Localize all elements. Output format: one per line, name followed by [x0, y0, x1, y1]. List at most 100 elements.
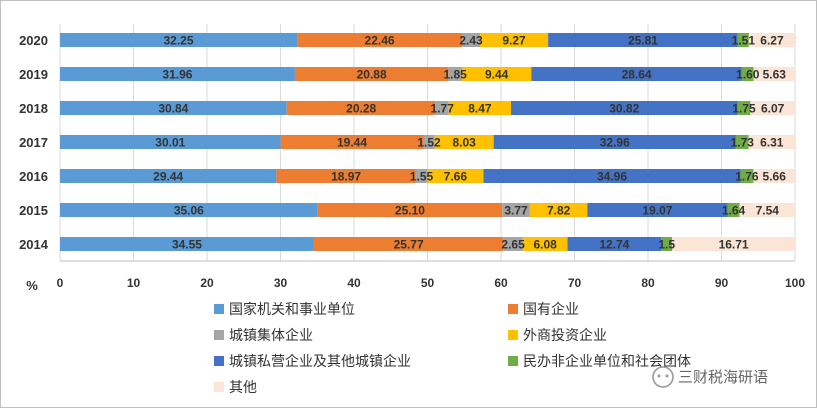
- legend-item: 国有企业: [508, 301, 579, 318]
- legend-swatch: [214, 382, 224, 392]
- data-label: 1.60: [736, 68, 760, 82]
- tick-label: 100: [785, 276, 805, 290]
- wechat-logo-dot: [657, 374, 661, 378]
- bar-segment: [502, 203, 530, 217]
- data-label: 7.66: [444, 170, 468, 184]
- data-label: 30.84: [158, 102, 188, 116]
- category-label: 2016: [19, 169, 48, 184]
- data-label: 1.52: [417, 136, 441, 150]
- bar-segment: [479, 33, 549, 47]
- legend-label: 外商投资企业: [523, 327, 607, 344]
- data-label: 5.63: [763, 68, 787, 82]
- data-label: 34.96: [597, 170, 627, 184]
- category-label: 2020: [19, 33, 48, 48]
- data-label: 18.97: [331, 170, 361, 184]
- data-label: 20.28: [346, 102, 376, 116]
- data-label: 32.25: [164, 34, 194, 48]
- legend-label: 城镇集体企业: [229, 327, 313, 344]
- bar-segment: [748, 135, 795, 149]
- bar-segment: [297, 33, 463, 47]
- tick-label: 90: [715, 276, 729, 290]
- data-label: 22.46: [365, 34, 395, 48]
- legend-swatch: [508, 304, 518, 314]
- data-label: 8.47: [468, 102, 492, 116]
- bar-segment: [434, 135, 494, 149]
- tick-label: 80: [641, 276, 655, 290]
- legend-label: 国家机关和事业单位: [229, 301, 355, 318]
- data-label: 8.03: [452, 136, 476, 150]
- legend-label: 民办非企业单位和社会团体: [523, 353, 691, 370]
- bar-segment: [415, 169, 428, 183]
- bar-segment: [435, 101, 449, 115]
- data-label: 1.85: [443, 68, 467, 82]
- legend-item: 城镇集体企业: [214, 327, 313, 344]
- category-label: 2015: [19, 203, 48, 218]
- data-label: 30.82: [609, 102, 639, 116]
- bar-segment: [548, 33, 738, 47]
- watermark: 三财税海研语: [652, 366, 768, 388]
- legend-label: 城镇私营企业及其他城镇企业: [229, 353, 411, 370]
- bar-segment: [737, 33, 749, 47]
- legend-swatch: [508, 356, 518, 366]
- bar-segment: [748, 33, 795, 47]
- bar-segment: [753, 67, 795, 81]
- data-label: 34.55: [172, 238, 202, 252]
- bar-segment: [448, 101, 511, 115]
- category-label: 2019: [19, 67, 48, 82]
- bar-segment: [427, 169, 484, 183]
- data-label: 6.08: [533, 238, 557, 252]
- data-label: 30.01: [155, 136, 185, 150]
- bar-segment: [522, 237, 568, 251]
- bar-segment: [276, 169, 416, 183]
- category-label: 2014: [19, 237, 49, 252]
- bar-segment: [462, 33, 480, 47]
- bar-segment: [448, 67, 462, 81]
- category-label: 2017: [19, 135, 48, 150]
- data-label: 1.75: [732, 102, 756, 116]
- legend-swatch: [508, 330, 518, 340]
- legend-item: 民办非企业单位和社会团体: [508, 353, 691, 370]
- bar-segment: [741, 67, 754, 81]
- unit-label: %: [26, 278, 38, 293]
- data-label: 7.54: [756, 204, 780, 218]
- tick-label: 70: [568, 276, 582, 290]
- bar-segment: [493, 135, 736, 149]
- data-label: 2.65: [501, 238, 525, 252]
- data-label: 1.73: [731, 136, 755, 150]
- bar-segment: [60, 237, 314, 251]
- data-label: 5.66: [763, 170, 787, 184]
- data-label: 12.74: [599, 238, 629, 252]
- data-label: 25.77: [394, 238, 424, 252]
- bar-segment: [60, 203, 318, 217]
- legend-item: 其他: [214, 380, 257, 396]
- bar-segment: [735, 135, 749, 149]
- bar-segment: [60, 101, 287, 115]
- category-label: 2018: [19, 101, 48, 116]
- bar-segment: [294, 67, 449, 81]
- legend-swatch: [214, 304, 224, 314]
- data-label: 6.27: [760, 34, 784, 48]
- bar-segment: [531, 67, 742, 81]
- data-label: 19.07: [642, 204, 672, 218]
- bar-segment: [587, 203, 728, 217]
- data-label: 6.31: [760, 136, 784, 150]
- tick-label: 20: [200, 276, 214, 290]
- data-label: 20.88: [357, 68, 387, 82]
- bar-segment: [750, 101, 795, 115]
- data-label: 9.44: [485, 68, 509, 82]
- data-label: 1.51: [732, 34, 756, 48]
- data-label: 1.64: [722, 204, 746, 218]
- data-label: 25.10: [395, 204, 425, 218]
- value-labels-layer: 32.25 22.46 2.43 9.27 25.81 1.51 6.27 31.96 20.8…: [153, 34, 786, 252]
- bar-segment: [727, 203, 740, 217]
- data-label: 6.07: [761, 102, 785, 116]
- legend-label: 其他: [229, 380, 257, 396]
- bar-segment: [753, 169, 795, 183]
- tick-label: 60: [494, 276, 508, 290]
- data-label: 32.96: [600, 136, 630, 150]
- tick-label: 10: [127, 276, 141, 290]
- data-label: 1.76: [735, 170, 759, 184]
